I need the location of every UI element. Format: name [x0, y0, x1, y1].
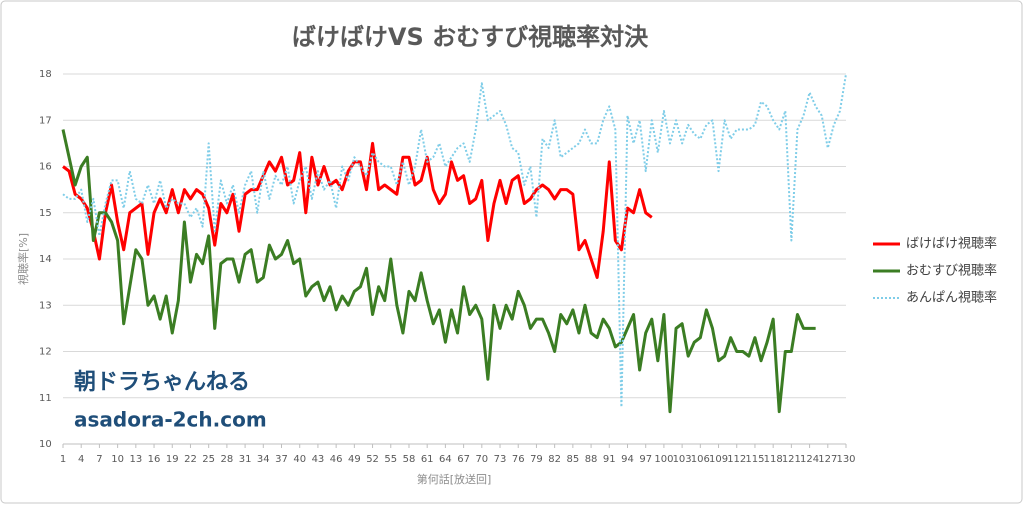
- x-tick-label: 115: [745, 454, 764, 465]
- y-tick-label: 14: [39, 254, 52, 265]
- x-tick-label: 13: [129, 454, 142, 465]
- y-tick-label: 11: [39, 393, 52, 404]
- legend-label: ばけばけ視聴率: [906, 236, 997, 252]
- x-tick-label: 103: [673, 454, 692, 465]
- x-tick-label: 79: [530, 454, 543, 465]
- x-tick-label: 76: [512, 454, 525, 465]
- x-tick-label: 58: [403, 454, 416, 465]
- chart-title: ばけばけVS おむすび視聴率対決: [292, 23, 649, 51]
- x-tick-label: 91: [603, 454, 616, 465]
- x-tick-label: 67: [457, 454, 470, 465]
- x-tick-label: 109: [709, 454, 728, 465]
- y-tick-label: 13: [39, 300, 52, 311]
- x-tick-label: 64: [439, 454, 452, 465]
- x-tick-label: 10: [111, 454, 124, 465]
- x-tick-label: 19: [166, 454, 179, 465]
- x-tick-label: 34: [257, 454, 270, 465]
- x-tick-label: 112: [727, 454, 746, 465]
- x-tick-label: 40: [293, 454, 306, 465]
- watermark: 朝ドラちゃんねる: [74, 369, 250, 395]
- x-tick-label: 94: [621, 454, 634, 465]
- legend-label: あんぱん視聴率: [906, 290, 997, 306]
- x-tick-label: 130: [836, 454, 855, 465]
- x-tick-label: 100: [654, 454, 673, 465]
- legend-label: おむすび視聴率: [906, 263, 997, 279]
- x-tick-label: 97: [639, 454, 652, 465]
- x-tick-label: 106: [691, 454, 710, 465]
- x-tick-label: 37: [275, 454, 288, 465]
- x-tick-label: 127: [818, 454, 837, 465]
- y-tick-label: 18: [39, 69, 52, 80]
- x-tick-label: 82: [548, 454, 561, 465]
- watermark: asadora-2ch.com: [74, 408, 267, 432]
- y-tick-label: 10: [39, 439, 52, 450]
- series-line: [62, 141, 653, 279]
- x-tick-label: 49: [348, 454, 361, 465]
- x-tick-label: 22: [184, 454, 197, 465]
- x-tick-label: 28: [221, 454, 234, 465]
- series-line: [61, 129, 816, 414]
- x-tick-label: 121: [782, 454, 801, 465]
- x-tick-label: 88: [585, 454, 598, 465]
- x-tick-label: 46: [330, 454, 343, 465]
- x-axis-label: 第何話[放送回]: [417, 472, 492, 486]
- x-tick-label: 25: [202, 454, 215, 465]
- y-tick-label: 15: [39, 208, 52, 219]
- x-tick-label: 70: [475, 454, 488, 465]
- y-tick-label: 16: [39, 162, 52, 173]
- x-tick-label: 61: [421, 454, 434, 465]
- x-tick-label: 85: [566, 454, 579, 465]
- x-tick-label: 31: [239, 454, 252, 465]
- y-tick-label: 17: [39, 115, 52, 126]
- x-tick-label: 7: [96, 454, 102, 465]
- x-tick-label: 16: [148, 454, 161, 465]
- x-tick-label: 55: [384, 454, 397, 465]
- y-tick-label: 12: [39, 347, 52, 358]
- x-tick-label: 43: [312, 454, 325, 465]
- x-tick-label: 124: [800, 454, 819, 465]
- x-tick-label: 4: [78, 454, 84, 465]
- x-tick-label: 1: [60, 454, 66, 465]
- x-tick-label: 118: [764, 454, 783, 465]
- x-tick-label: 73: [494, 454, 507, 465]
- y-axis-label: 視聴率[%]: [16, 233, 30, 285]
- x-tick-label: 52: [366, 454, 379, 465]
- series-line: [62, 73, 847, 408]
